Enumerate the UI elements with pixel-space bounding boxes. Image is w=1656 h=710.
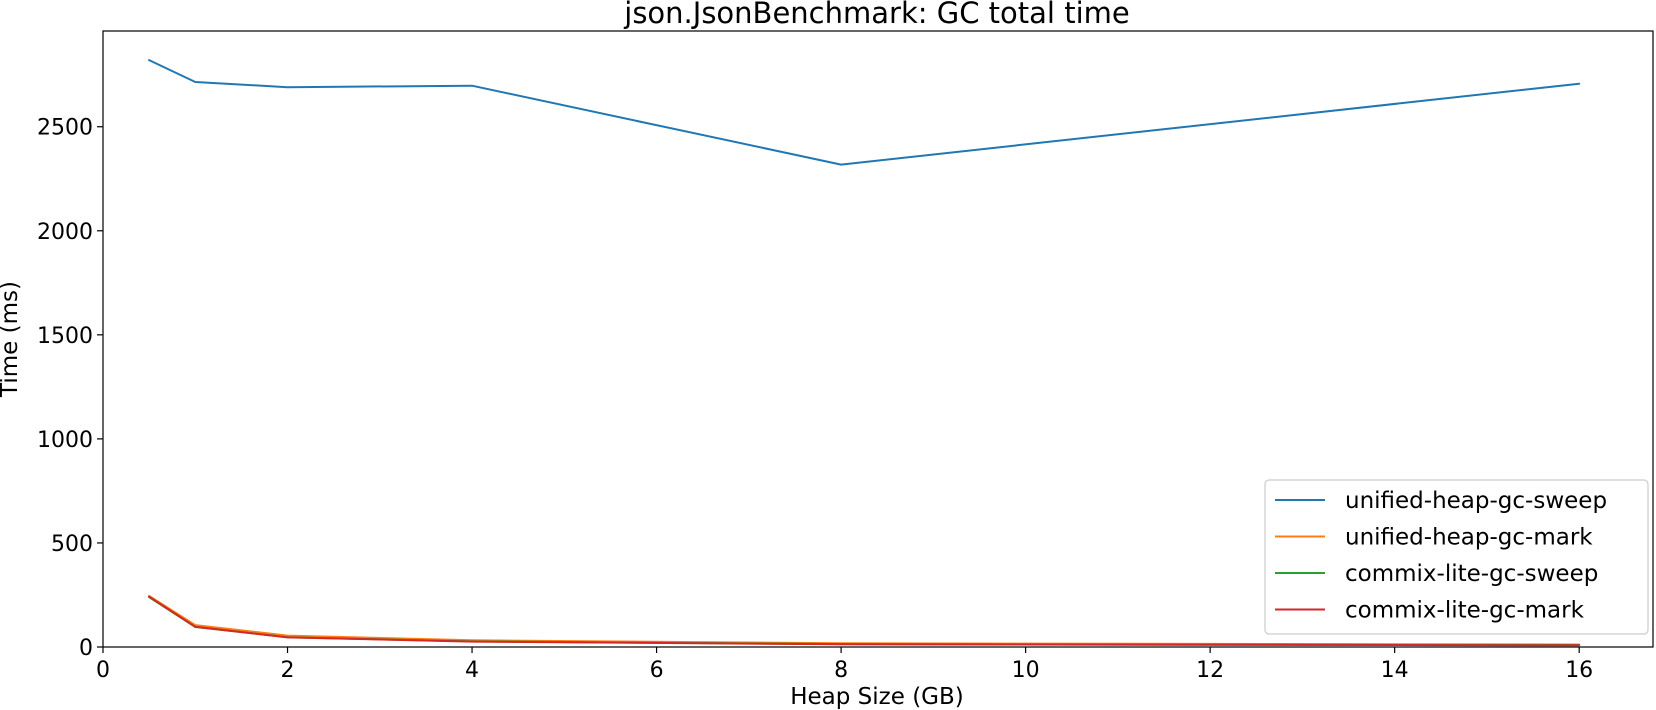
y-axis-title: Time (ms) [0,281,23,398]
series-line-commix-lite-gc-mark [148,595,1581,647]
x-tick-label: 4 [465,658,479,683]
y-tick-label: 0 [79,636,93,661]
x-axis-title: Heap Size (GB) [790,684,964,710]
chart-title: json.JsonBenchmark: GC total time [623,0,1129,30]
x-tick-label: 6 [650,658,664,683]
legend-label: commix-lite-gc-mark [1345,598,1585,624]
x-tick-label: 0 [96,658,110,683]
series-line-unified-heap-gc-sweep [148,59,1581,166]
x-tick-label: 12 [1196,658,1224,683]
legend-label: unified-heap-gc-mark [1345,525,1593,551]
legend: unified-heap-gc-sweep unified-heap-gc-mar… [1264,479,1649,635]
y-tick-label: 2500 [37,116,93,141]
y-tick-label: 500 [51,532,93,557]
x-tick-label: 10 [1012,658,1040,683]
y-tick-label: 1500 [37,324,93,349]
plot-area-frame [102,30,1654,648]
x-tick-label: 16 [1565,658,1593,683]
y-axis: 0 500 1000 1500 2000 2500 [37,116,103,661]
y-tick-label: 2000 [37,220,93,245]
series-layer [148,59,1581,647]
y-tick-label: 1000 [37,428,93,453]
legend-box [1264,479,1649,635]
x-axis: 0 2 4 6 8 10 12 14 16 [96,647,1593,683]
x-tick-label: 14 [1381,658,1409,683]
legend-label: unified-heap-gc-sweep [1345,488,1607,514]
x-tick-label: 2 [281,658,295,683]
x-tick-label: 8 [834,658,848,683]
legend-label: commix-lite-gc-sweep [1345,561,1598,587]
